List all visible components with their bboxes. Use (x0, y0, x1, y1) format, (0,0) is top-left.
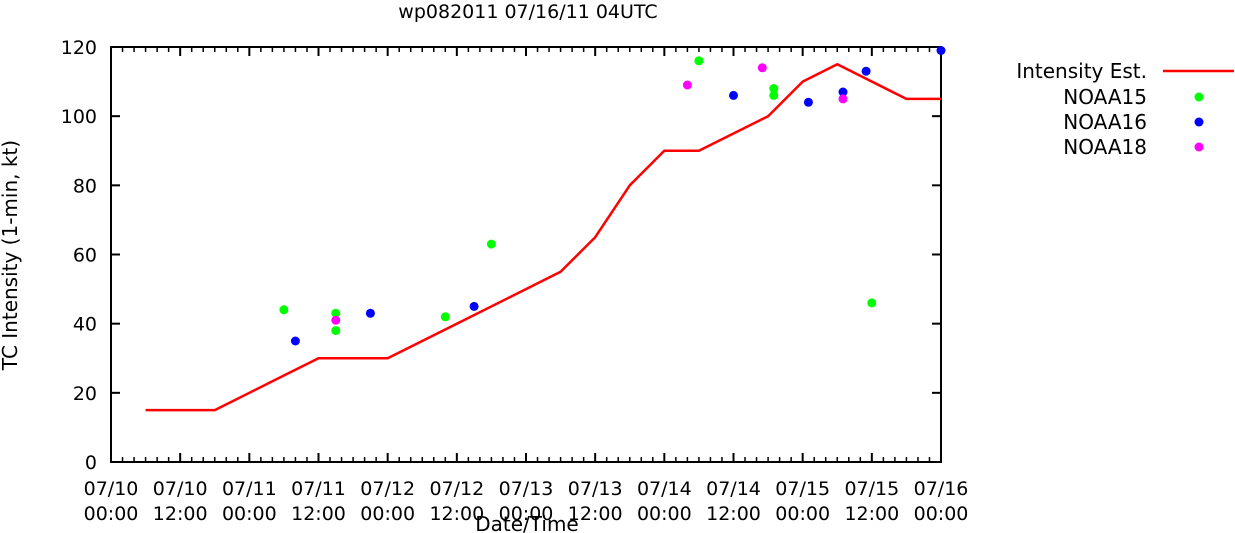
noaa15-point (331, 308, 341, 318)
noaa16-point (365, 308, 375, 318)
intensity-est-line (145, 63, 941, 412)
legend-label-noaa15: NOAA15 (1063, 85, 1147, 109)
x-tick-label-time: 00:00 (84, 503, 139, 525)
x-tick-label-time: 00:00 (360, 503, 415, 525)
legend-label-noaa18: NOAA18 (1063, 135, 1147, 159)
x-axis-label: Date/Time (475, 512, 579, 533)
y-tick-label: 120 (61, 37, 97, 59)
x-tick-label-date: 07/15 (844, 478, 899, 500)
x-axis-minor-ticks (121, 47, 931, 462)
noaa15-point (486, 239, 496, 249)
noaa18-point (682, 80, 692, 90)
y-axis-label: TC Intensity (1-min, kt) (0, 140, 22, 371)
y-axis-ticks: 0 20 40 60 80 100 120 (61, 37, 941, 474)
legend-swatch-noaa16 (1194, 117, 1204, 127)
y-tick-label: 80 (73, 175, 97, 197)
x-tick-label-date: 07/12 (429, 478, 484, 500)
legend-label-intensity-est: Intensity Est. (1016, 59, 1147, 83)
x-axis-ticks: 07/10 00:00 07/10 12:00 07/11 00:00 07/11 12:00… (84, 47, 969, 525)
x-tick-label-time: 12:00 (568, 503, 623, 525)
noaa16-point (729, 90, 738, 100)
noaa15-point (279, 305, 289, 315)
noaa15-point (867, 298, 877, 308)
x-tick-label-time: 00:00 (914, 503, 969, 525)
legend-swatch-noaa18 (1194, 142, 1204, 152)
noaa16-point (803, 97, 813, 107)
chart-title: wp082011 07/16/11 04UTC (398, 1, 657, 23)
x-tick-label-time: 12:00 (706, 503, 761, 525)
noaa15-point (694, 56, 704, 66)
y-tick-label: 100 (61, 106, 97, 128)
x-tick-label-date: 07/11 (222, 478, 277, 500)
x-tick-label-date: 07/14 (706, 478, 761, 500)
noaa18-point (838, 94, 848, 104)
legend-label-noaa16: NOAA16 (1063, 110, 1147, 134)
y-tick-label: 0 (85, 452, 97, 474)
x-tick-label-date: 07/11 (291, 478, 346, 500)
y-tick-label: 20 (73, 383, 97, 405)
noaa16-point (861, 66, 871, 76)
x-tick-label-date: 07/12 (360, 478, 415, 500)
noaa15-point (769, 90, 779, 100)
x-tick-label-date: 07/14 (637, 478, 692, 500)
noaa18-point (331, 315, 341, 325)
noaa18-point (757, 63, 767, 73)
noaa16-point (936, 46, 946, 55)
x-tick-label-time: 12:00 (153, 503, 208, 525)
x-tick-label-time: 00:00 (775, 503, 830, 525)
series-layer (145, 46, 946, 412)
noaa16-point (469, 301, 479, 311)
y-tick-label: 40 (73, 314, 97, 336)
x-tick-label-time: 00:00 (637, 503, 692, 525)
noaa16-point (290, 336, 300, 346)
x-tick-label-date: 07/13 (499, 478, 554, 500)
noaa15-point (769, 84, 779, 93)
x-tick-label-date: 07/13 (568, 478, 623, 500)
noaa15-point (331, 326, 341, 336)
x-tick-label-date: 07/10 (153, 478, 208, 500)
x-tick-label-date: 07/10 (84, 478, 139, 500)
x-tick-label-time: 12:00 (291, 503, 346, 525)
x-tick-label-time: 12:00 (429, 503, 484, 525)
x-tick-label-time: 00:00 (222, 503, 277, 525)
x-tick-label-date: 07/15 (775, 478, 830, 500)
legend-swatch-noaa15 (1194, 92, 1204, 102)
noaa15-point (440, 312, 450, 322)
x-tick-label-date: 07/16 (914, 478, 969, 500)
y-tick-label: 60 (73, 245, 97, 267)
x-tick-label-time: 12:00 (844, 503, 899, 525)
x-tick-label-time: 00:00 (499, 503, 554, 525)
noaa16-point (838, 87, 848, 97)
